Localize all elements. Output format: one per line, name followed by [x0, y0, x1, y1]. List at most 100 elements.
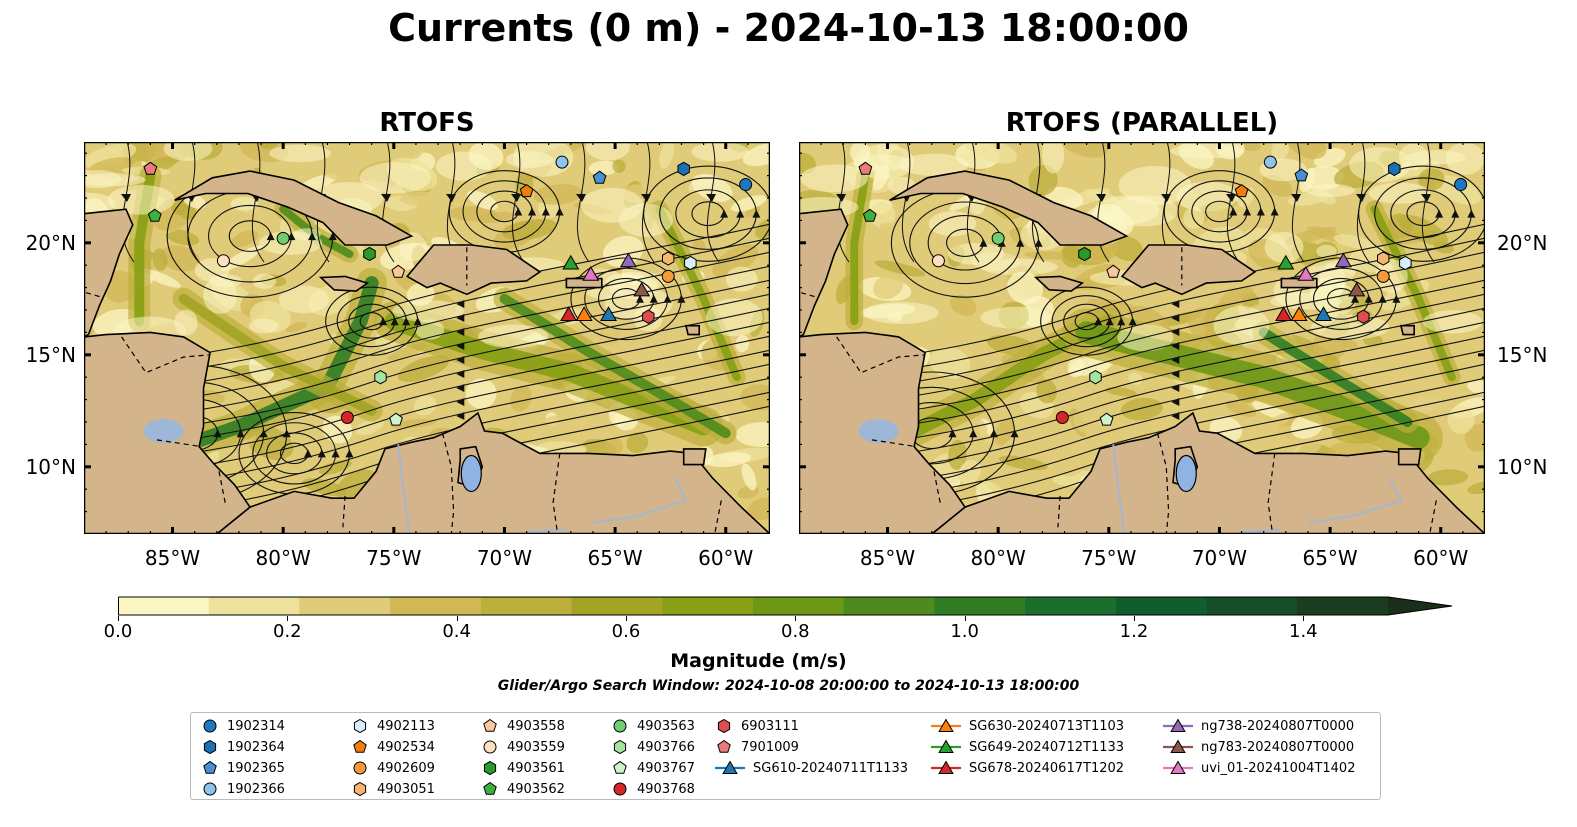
glider-SG678-20240617T1202[interactable] — [560, 306, 578, 321]
current-jet — [850, 171, 870, 326]
glider-uvi_01-20241004T1402[interactable] — [582, 265, 600, 281]
glider-SG610-20240711T1133[interactable] — [600, 306, 617, 321]
border — [156, 439, 202, 448]
argo-float-4902534[interactable] — [519, 184, 534, 198]
argo-float-7901009[interactable] — [858, 161, 873, 175]
argo-float-4903767[interactable] — [389, 412, 403, 426]
glider-ng783-20240807T0000[interactable] — [1348, 281, 1366, 297]
glider-SG649-20240712T1133[interactable] — [1277, 254, 1295, 270]
argo-float-4903767[interactable] — [1099, 412, 1114, 426]
search-window-caption: Glider/Argo Search Window: 2024-10-08 20… — [497, 678, 1080, 694]
land-cuba — [889, 170, 1129, 246]
glider-SG630-20240713T1103[interactable] — [575, 306, 593, 321]
glider-SG649-20240712T1133[interactable] — [562, 254, 580, 270]
legend-label: 7901009 — [741, 739, 799, 755]
argo-float-4903768[interactable] — [340, 411, 354, 425]
legend-label: 4903559 — [507, 739, 565, 755]
legend-label: 1902314 — [227, 718, 285, 734]
border — [121, 336, 211, 374]
figure-title: Currents (0 m) - 2024-10-13 18:00:00 — [388, 6, 1189, 50]
lat-label-right: 15°N — [1497, 342, 1548, 367]
argo-float-4903766[interactable] — [374, 370, 387, 385]
glider-SG630-20240713T1103[interactable] — [1290, 306, 1308, 321]
argo-float-4902609[interactable] — [661, 269, 675, 283]
glider-SG678-20240617T1202[interactable] — [1275, 306, 1293, 321]
legend-label: 6903111 — [741, 718, 799, 734]
argo-float-4903558[interactable] — [391, 264, 406, 278]
glider-ng783-20240807T0000[interactable] — [633, 281, 651, 297]
argo-float-4903559[interactable] — [216, 254, 230, 268]
map-panel-rtofs-parallel[interactable] — [799, 142, 1485, 534]
lon-label-right: 80°W — [970, 546, 1026, 570]
argo-float-4903766[interactable] — [1089, 370, 1102, 385]
argo-float-1902365[interactable] — [1294, 168, 1309, 182]
argo-float-4903561[interactable] — [1078, 246, 1091, 262]
colorbar-segment — [571, 597, 663, 615]
lake-nicaragua — [858, 418, 899, 443]
argo-float-6903111[interactable] — [642, 309, 655, 324]
argo-float-1902365[interactable] — [592, 170, 607, 184]
map-frame — [84, 142, 770, 534]
argo-float-4903561[interactable] — [363, 246, 376, 262]
legend-item-1902314: 1902314 — [201, 716, 285, 736]
argo-float-7901009[interactable] — [143, 161, 158, 175]
glider-uvi_01-20241004T1402[interactable] — [1297, 265, 1315, 281]
map-panel-rtofs[interactable] — [84, 142, 770, 534]
current-jet — [499, 293, 731, 439]
argo-float-4902609[interactable] — [1376, 269, 1390, 283]
legend-marker-hexagon — [353, 718, 367, 734]
legend-label: SG678-20240617T1202 — [969, 760, 1125, 776]
glider-SG610-20240711T1133[interactable] — [1315, 306, 1332, 321]
colorbar-tick-label: 0.8 — [781, 621, 810, 642]
legend-label: 4903558 — [507, 718, 565, 734]
argo-float-4903562[interactable] — [147, 208, 162, 222]
argo-float-4903768[interactable] — [1055, 411, 1069, 425]
colorbar-tick-label: 0.0 — [103, 621, 133, 642]
panel-title-left: RTOFS — [379, 108, 475, 138]
argo-float-4902534[interactable] — [1234, 184, 1249, 198]
colorbar-tick-label: 1.2 — [1119, 621, 1149, 642]
legend-marker-circle — [203, 719, 217, 733]
legend-marker-hexagon — [483, 760, 497, 776]
legend-marker-triangle-line — [1163, 739, 1193, 753]
glider-ng738-20240807T0000[interactable] — [1334, 252, 1352, 268]
argo-float-4903559[interactable] — [931, 254, 945, 268]
lat-label-left: 10°N — [25, 454, 76, 479]
argo-float-6903111[interactable] — [1357, 309, 1370, 324]
argo-float-4903558[interactable] — [1106, 264, 1121, 278]
lat-label-left: 20°N — [25, 230, 76, 255]
legend-marker-hexagon — [203, 739, 217, 755]
argo-float-1902314[interactable] — [1454, 178, 1468, 192]
legend-label: 4903768 — [637, 781, 695, 797]
legend-label: 4903562 — [507, 781, 565, 797]
argo-float-1902314[interactable] — [739, 178, 753, 192]
border — [84, 291, 100, 298]
argo-float-4902113[interactable] — [684, 255, 697, 271]
legend-item-4903768: 4903768 — [611, 779, 695, 799]
legend-item-4903558: 4903558 — [481, 716, 565, 736]
legend-label: 4903563 — [637, 718, 695, 734]
legend-item-4903561: 4903561 — [481, 758, 565, 778]
argo-float-4903051[interactable] — [662, 251, 675, 266]
river — [397, 444, 411, 534]
legend-marker-triangle-line — [715, 760, 745, 774]
land — [84, 142, 770, 534]
argo-float-4903563[interactable] — [991, 231, 1005, 245]
lon-label-right: 70°W — [1191, 546, 1248, 570]
argo-float-4903563[interactable] — [276, 231, 290, 245]
colorbar-segment — [753, 597, 845, 615]
argo-float-4903051[interactable] — [1377, 251, 1390, 266]
glider-ng738-20240807T0000[interactable] — [619, 252, 637, 268]
lon-label-right: 85°W — [859, 546, 916, 570]
legend-marker-circle — [613, 782, 627, 796]
legend-item-SG649-20240712T1133: SG649-20240712T1133 — [931, 737, 1124, 757]
legend-marker-triangle-line — [931, 760, 961, 774]
argo-float-4902113[interactable] — [1399, 255, 1412, 271]
argo-float-4903562[interactable] — [862, 208, 877, 222]
argo-float-1902366[interactable] — [555, 155, 569, 169]
argo-float-1902364[interactable] — [1388, 161, 1401, 177]
argo-float-1902364[interactable] — [677, 161, 690, 177]
colorbar-segment — [1206, 597, 1298, 615]
legend-marker-hexagon — [717, 718, 731, 734]
argo-float-1902366[interactable] — [1263, 155, 1277, 169]
